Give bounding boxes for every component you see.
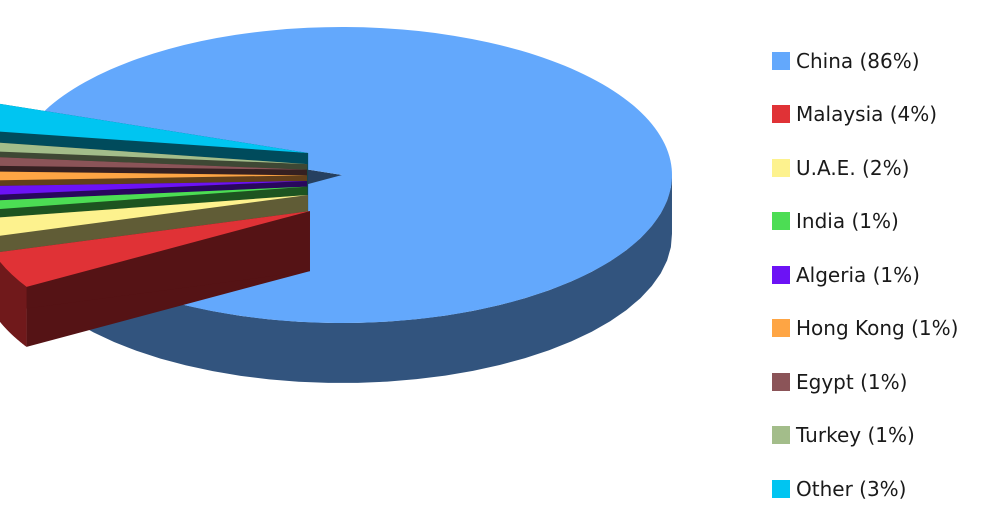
pie-chart <box>0 27 673 383</box>
slice-wall <box>0 211 310 313</box>
slice-rim <box>58 173 672 383</box>
slice-top <box>0 142 308 165</box>
legend-label-uae: U.A.E. (2%) <box>796 155 910 180</box>
legend-swatch-egypt <box>772 372 790 391</box>
slice-top <box>0 194 308 236</box>
legend-label-turkey: Turkey (1%) <box>796 423 915 448</box>
legend-label-algeria: Algeria (1%) <box>796 262 920 287</box>
legend: China (86%) Malaysia (4%) U.A.E. (2%) In… <box>772 34 994 516</box>
legend-item-uae: U.A.E. (2%) <box>772 141 994 195</box>
legend-swatch-turkey <box>772 426 790 445</box>
legend-item-india: India (1%) <box>772 195 994 249</box>
legend-item-malaysia: Malaysia (4%) <box>772 88 994 142</box>
legend-swatch-china <box>772 51 790 70</box>
pie-slice-malaysia <box>0 211 310 347</box>
slice-top <box>0 157 308 170</box>
slice-top <box>0 171 307 181</box>
legend-swatch-india <box>772 212 790 231</box>
legend-swatch-hong-kong <box>772 319 790 338</box>
legend-label-china: China (86%) <box>796 48 920 73</box>
legend-swatch-algeria <box>772 265 790 284</box>
legend-label-malaysia: Malaysia (4%) <box>796 102 938 127</box>
legend-item-egypt: Egypt (1%) <box>772 355 994 409</box>
slice-top <box>0 211 310 287</box>
slice-top <box>0 186 308 210</box>
legend-swatch-uae <box>772 158 790 177</box>
legend-item-algeria: Algeria (1%) <box>772 248 994 302</box>
legend-item-china: China (86%) <box>772 34 994 88</box>
legend-item-other: Other (3%) <box>772 462 994 516</box>
legend-swatch-other <box>772 479 790 498</box>
legend-label-india: India (1%) <box>796 209 899 234</box>
slice-top <box>0 103 309 153</box>
legend-label-egypt: Egypt (1%) <box>796 369 908 394</box>
legend-label-hong-kong: Hong Kong (1%) <box>796 316 959 341</box>
slice-top <box>0 181 308 195</box>
legend-item-hong-kong: Hong Kong (1%) <box>772 302 994 356</box>
legend-label-other: Other (3%) <box>796 476 907 501</box>
slice-rim <box>0 261 27 347</box>
legend-item-turkey: Turkey (1%) <box>772 409 994 463</box>
legend-swatch-malaysia <box>772 105 790 124</box>
